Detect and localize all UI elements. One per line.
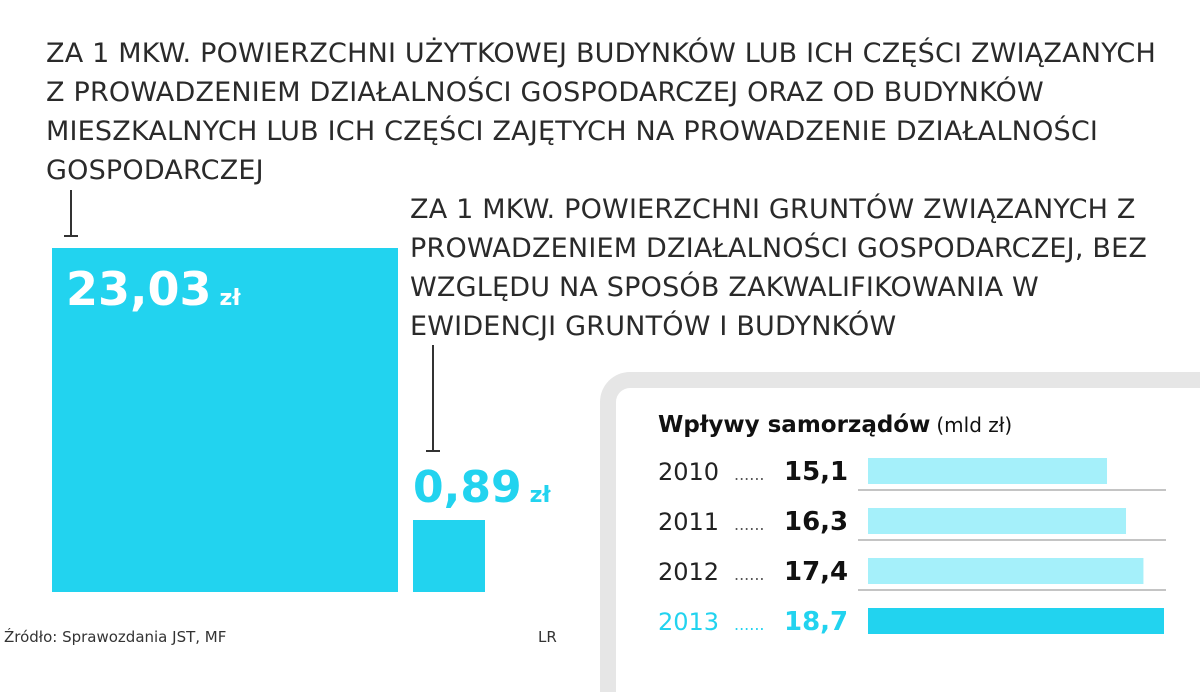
building-rate-unit: zł (219, 286, 241, 311)
building-rate-block (52, 248, 398, 592)
land-rate-number: 0,89 (413, 462, 522, 513)
bar-value-label: 15,1 (784, 457, 848, 487)
leader-dots: ...... (734, 465, 765, 484)
bar-2010 (868, 458, 1108, 484)
land-rate-unit: zł (529, 483, 551, 508)
bar-value-label: 17,4 (784, 557, 848, 587)
bar-2012 (868, 558, 1144, 584)
bar-value-label: 18,7 (784, 607, 848, 637)
building-rate-caption: Za 1 mkw. powierzchni użytkowej budynków… (46, 38, 1156, 186)
building-leader-foot (64, 235, 78, 237)
year-label: 2013 (658, 608, 719, 636)
land-leader-line (432, 345, 434, 450)
building-rate-value: 23,03 zł (66, 262, 240, 316)
land-rate-caption: Za 1 mkw. powierzchni gruntów związanych… (410, 194, 1148, 342)
land-rate-block (413, 520, 485, 592)
leader-dots: ...... (734, 615, 765, 634)
bar-2011 (868, 508, 1127, 534)
year-label: 2011 (658, 508, 719, 536)
building-rate-number: 23,03 (66, 262, 212, 316)
revenue-bar-chart: 2010...... 15,1 2011...... 16,3 2012...... 17… (658, 457, 1166, 637)
land-rate-value: 0,89 zł (413, 462, 551, 513)
source-note: Źródło: Sprawozdania JST, MF (4, 628, 227, 646)
land-leader-foot (426, 450, 440, 452)
leader-dots: ...... (734, 515, 765, 534)
bar-value-label: 16,3 (784, 507, 848, 537)
chart-title: Wpływy samorządów (mld zł) (658, 412, 1012, 438)
panel-frame (600, 372, 1200, 692)
author-initials: LR (538, 628, 557, 646)
chart-title-text: Wpływy samorządów (658, 412, 931, 438)
building-leader-line (70, 190, 72, 236)
chart-unit-label: (mld zł) (936, 413, 1013, 437)
bar-2013 (868, 608, 1164, 634)
revenue-panel: Wpływy samorządów (mld zł) 2010...... 15,1… (600, 372, 1200, 692)
year-label: 2010 (658, 458, 719, 486)
year-label: 2012 (658, 558, 719, 586)
leader-dots: ...... (734, 565, 765, 584)
